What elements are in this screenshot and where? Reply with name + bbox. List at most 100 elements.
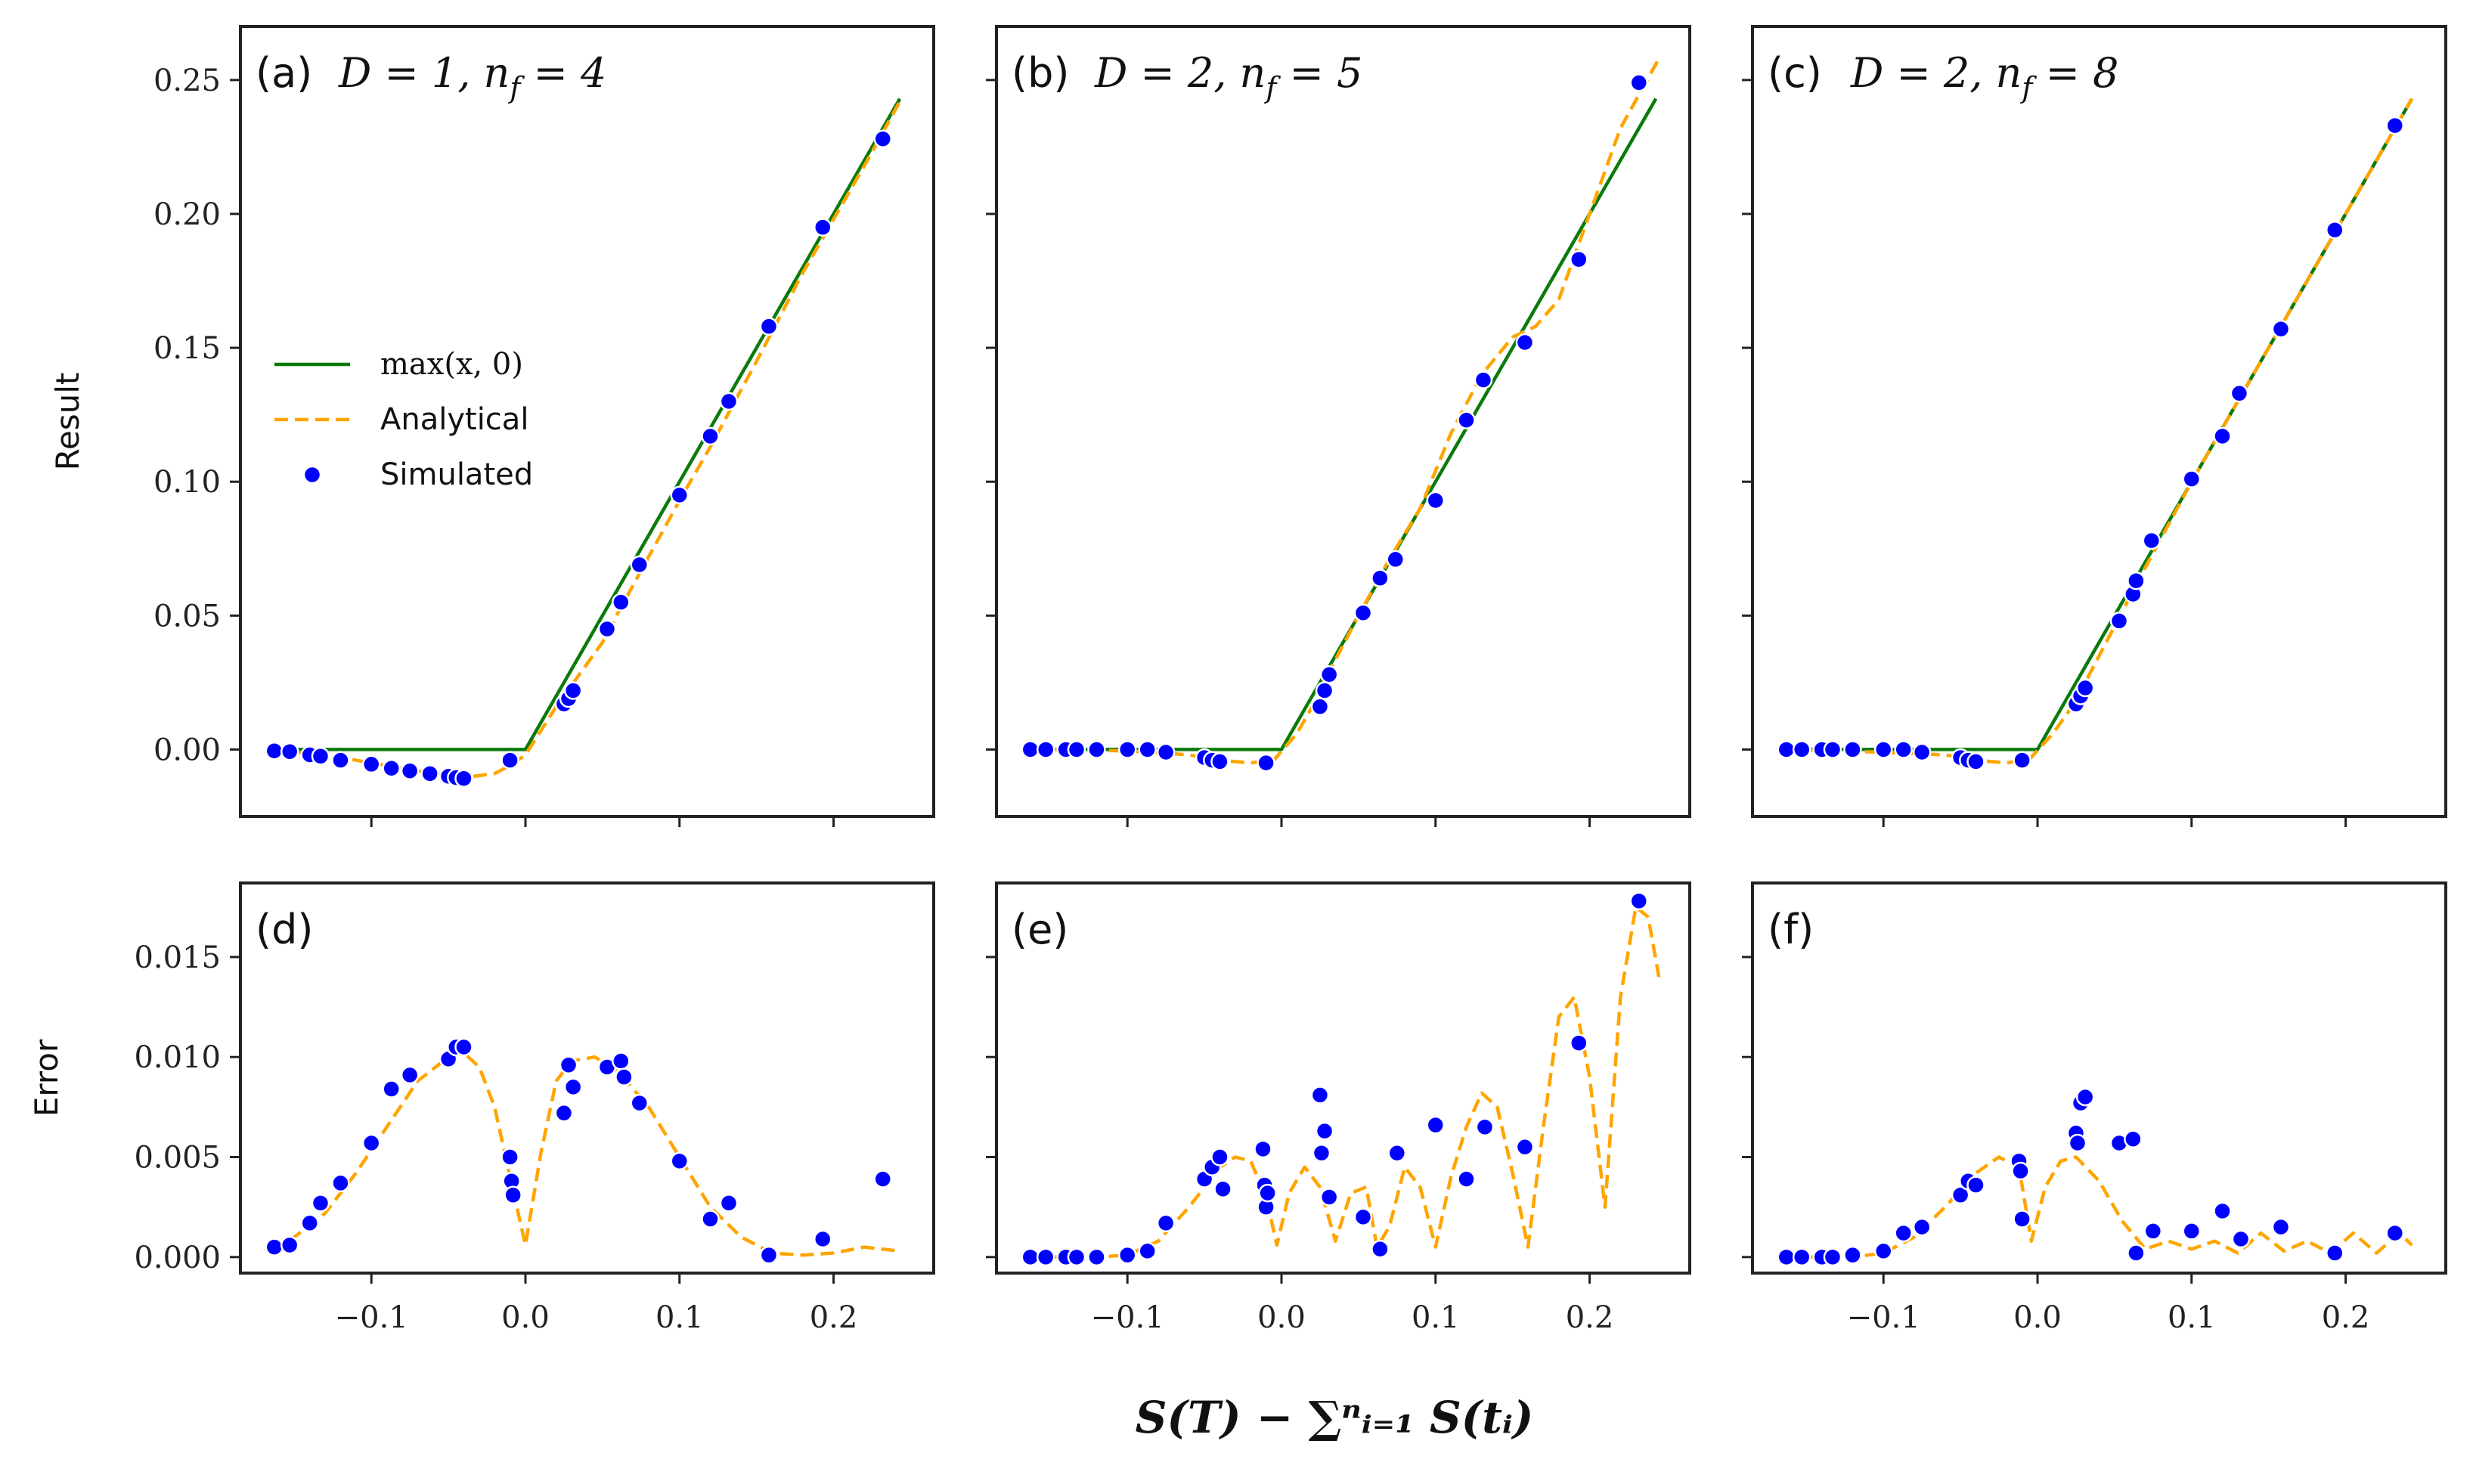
simulated-point [1319,665,1339,684]
x-tick-label: 0.0 [1257,1300,1306,1335]
simulated-point [280,742,299,761]
axes-frame [239,881,935,1275]
simulated-point [1475,1117,1495,1137]
simulated-point [1823,1247,1842,1267]
plot-area-f [1777,1087,2413,1267]
y-axis-label: Result [49,373,86,471]
simulated-point [2127,1244,2146,1262]
simulated-point [500,1148,519,1166]
simulated-point [612,1052,631,1070]
simulated-point [2271,320,2291,339]
simulated-point [1067,1247,1086,1267]
panel-b: (b) D = 2, nf = 5 [986,25,1691,827]
legend-label: Analytical [380,402,528,437]
simulated-point [1210,752,1229,771]
simulated-point [2124,1129,2143,1148]
x-tick-label: −0.1 [335,1300,408,1335]
simulated-point [1036,1247,1055,1267]
simulated-point [1426,491,1446,510]
simulated-point [873,129,893,149]
y-tick-label: 0.15 [153,331,221,366]
panel-d: −0.1 0.0 0.1 0.2 0.000 0.005 0.010 0.015 (d) Erro… [28,881,935,1335]
panel-a: 0.00 0.05 0.10 0.15 0.20 0.25 (a) D = 1, nf = 4… [49,25,935,827]
x-tick-label: 0.1 [655,1300,704,1335]
simulated-point [1087,1247,1106,1267]
simulated-point [361,1133,381,1153]
simulated-point [873,1170,893,1188]
simulated-point [554,1104,574,1123]
simulated-point [563,681,583,700]
simulated-point [559,1055,578,1075]
simulated-point [2013,1210,2031,1228]
simulated-point [1966,1176,1985,1194]
simulated-point [454,1037,473,1057]
x-tick-label: 0.1 [2168,1300,2216,1335]
simulated-point [1387,1143,1407,1163]
simulated-point [2011,1161,2030,1181]
simulated-point [1138,740,1157,759]
simulated-point [1353,603,1373,623]
simulated-point [2182,469,2202,488]
simulated-point [670,485,690,505]
simulated-point [1310,1086,1330,1104]
simulated-point [1792,1247,1811,1267]
simulated-point [1371,569,1390,587]
axes-frame [1751,881,2447,1275]
panel-label: (e) [1012,906,1068,953]
plot-area-a [265,98,902,788]
simulated-point [265,1238,284,1256]
analytical-line [270,1051,900,1257]
simulated-point [2326,1244,2344,1262]
simulated-point [1570,1033,1588,1052]
simulated-point [630,1093,649,1113]
simulated-point [2213,426,2232,446]
simulated-point [701,426,720,446]
simulated-point [1873,1241,1893,1261]
simulated-point [615,1067,634,1086]
y-tick-label: 0.010 [134,1040,221,1075]
simulated-point [1371,1239,1390,1259]
simulated-point [1426,1115,1446,1135]
simulated-point [1570,249,1588,269]
simulated-point [400,761,420,781]
panel-label: (f) [1768,906,1814,953]
panel-label: (c) [1768,49,1822,97]
simulated-point [1894,740,1913,759]
plot-area-d [265,1037,900,1265]
y-tick-label: 0.25 [153,64,221,98]
simulated-point [1117,1245,1137,1265]
simulated-point [454,769,473,788]
simulated-point [1257,753,1275,773]
axes-frame [239,25,935,818]
simulated-point [1457,411,1476,429]
analytical-line [1027,57,1661,765]
simulated-point [1894,1223,1913,1243]
panel-label: (d) [256,906,313,953]
simulated-point [382,1080,401,1098]
y-tick-label: 0.000 [134,1241,221,1275]
simulated-point [265,741,284,761]
simulated-point [500,751,519,770]
simulated-point [1021,1247,1040,1267]
plot-area-b [1021,57,1661,773]
simulated-point [1515,1138,1535,1157]
simulated-point [2075,678,2095,698]
analytical-line [1783,1155,2413,1259]
simulated-point [361,754,381,774]
simulated-point [2230,384,2249,403]
x-tick-label: 0.2 [810,1300,858,1335]
x-tick-label: 0.0 [501,1300,550,1335]
simulated-point [300,1213,319,1233]
legend: max(x, 0) Analytical Simulated [274,347,533,492]
simulated-point [1315,1121,1334,1141]
legend-swatch-simulated [302,465,322,485]
simulated-point [1912,742,1932,762]
simulated-point [719,392,739,411]
simulated-point [1138,1241,1157,1261]
simulated-point [701,1210,720,1228]
simulated-point [1873,740,1893,759]
simulated-point [813,1229,832,1249]
simulated-point [1777,740,1796,759]
simulated-point [1792,740,1811,759]
